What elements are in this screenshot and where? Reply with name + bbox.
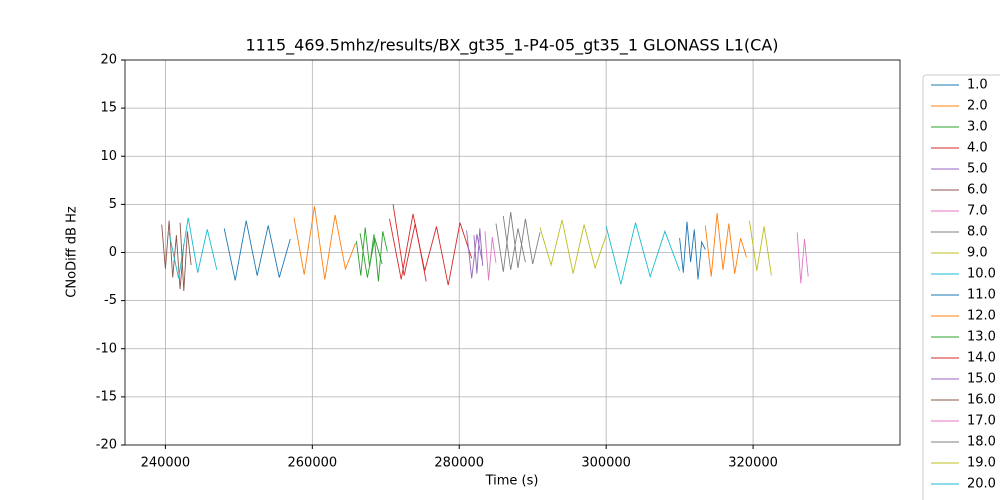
series-line — [796, 232, 809, 284]
x-axis-label: Time (s) — [485, 474, 539, 489]
series-line — [704, 212, 747, 277]
legend-label: 10.0 — [967, 267, 996, 282]
series-line — [161, 220, 185, 290]
y-tick-label: -10 — [96, 341, 117, 356]
series-line — [539, 219, 607, 274]
series-line — [392, 204, 427, 282]
y-axis-label: CNoDiff dB Hz — [65, 206, 80, 298]
series-line — [495, 212, 541, 272]
series-line — [679, 221, 706, 280]
legend-label: 16.0 — [967, 393, 996, 408]
series-line — [223, 220, 291, 281]
legend-label: 18.0 — [967, 435, 996, 450]
y-tick-label: -5 — [104, 293, 117, 308]
legend-box — [922, 74, 1000, 500]
y-tick-label: 20 — [100, 53, 117, 68]
y-tick-label: 0 — [109, 245, 117, 260]
legend-label: 9.0 — [967, 246, 988, 261]
legend-label: 7.0 — [967, 204, 988, 219]
series-line — [466, 230, 483, 279]
legend-label: 5.0 — [967, 162, 988, 177]
series-line — [502, 215, 526, 270]
legend-label: 4.0 — [967, 141, 988, 156]
y-tick-label: 5 — [109, 197, 117, 212]
x-tick-label: 280000 — [434, 456, 484, 471]
legend-label: 20.0 — [967, 477, 996, 492]
chart-title: 1115_469.5mhz/results/BX_gt35_1-P4-05_gt… — [245, 36, 778, 56]
series-line — [605, 222, 681, 285]
legend-label: 17.0 — [967, 414, 996, 429]
series-line — [355, 227, 388, 282]
x-tick-label: 300000 — [581, 456, 631, 471]
series-line — [748, 220, 772, 276]
legend-label: 8.0 — [967, 225, 988, 240]
y-tick-label: -20 — [96, 438, 117, 453]
y-tick-label: 15 — [100, 101, 117, 116]
legend-label: 13.0 — [967, 330, 996, 345]
x-tick-label: 320000 — [728, 456, 778, 471]
legend-label: 11.0 — [967, 288, 996, 303]
y-tick-label: -15 — [96, 389, 117, 404]
legend-label: 15.0 — [967, 372, 996, 387]
series-line — [359, 233, 383, 278]
legend-label: 1.0 — [967, 78, 988, 93]
legend-label: 14.0 — [967, 351, 996, 366]
legend-label: 3.0 — [967, 120, 988, 135]
x-tick-label: 240000 — [141, 456, 191, 471]
plot-frame — [124, 59, 901, 446]
series-line — [168, 217, 218, 279]
legend-label: 2.0 — [967, 99, 988, 114]
series-line — [484, 231, 497, 281]
legend-label: 6.0 — [967, 183, 988, 198]
series-line — [179, 222, 192, 292]
y-tick-label: 10 — [100, 149, 117, 164]
legend-label: 12.0 — [967, 309, 996, 324]
series-line — [293, 206, 357, 280]
series-line — [473, 228, 484, 274]
legend-label: 19.0 — [967, 456, 996, 471]
x-tick-label: 260000 — [288, 456, 338, 471]
